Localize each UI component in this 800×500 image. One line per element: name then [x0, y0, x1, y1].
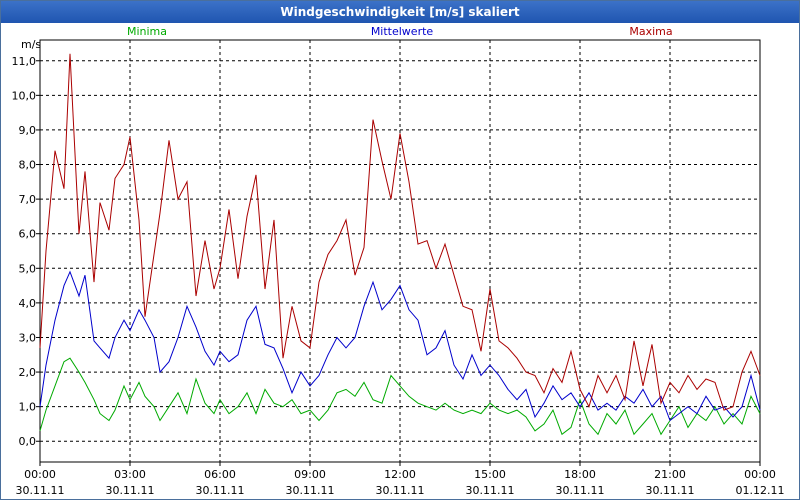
x-tick-date: 30.11.11 — [286, 484, 335, 497]
legend-minima: Minima — [127, 25, 167, 38]
x-tick-time: 00:00 — [24, 468, 56, 481]
x-tick-time: 18:00 — [564, 468, 596, 481]
y-axis: 0,0 1,0 2,0 3,0 4,0 5,0 6,0 7,0 8,0 9,0 10,0 11,0 — [12, 55, 40, 448]
x-tick-time: 09:00 — [294, 468, 326, 481]
x-tick-date: 30.11.11 — [556, 484, 605, 497]
x-tick-time: 00:00 — [744, 468, 776, 481]
y-axis-label: m/s — [21, 38, 41, 51]
x-tick-date: 30.11.11 — [106, 484, 155, 497]
y-tick-label: 10,0 — [12, 89, 37, 102]
legend-mittelwerte: Mittelwerte — [371, 25, 434, 38]
y-tick-label: 7,0 — [19, 193, 37, 206]
y-tick-label: 9,0 — [19, 124, 37, 137]
x-tick-date: 30.11.11 — [376, 484, 425, 497]
x-tick-date: 01.12.11 — [736, 484, 785, 497]
x-tick-date: 30.11.11 — [16, 484, 65, 497]
y-tick-label: 0,0 — [19, 435, 37, 448]
y-tick-label: 1,0 — [19, 401, 37, 414]
grid — [40, 40, 760, 462]
chart-title: Windgeschwindigkeit [m/s] skaliert — [1, 1, 799, 23]
y-tick-label: 11,0 — [12, 55, 37, 68]
y-tick-label: 6,0 — [19, 228, 37, 241]
x-tick-time: 15:00 — [474, 468, 506, 481]
series-line-maxima — [39, 53, 761, 411]
y-tick-label: 5,0 — [19, 262, 37, 275]
x-tick-time: 12:00 — [384, 468, 416, 481]
x-tick-date: 30.11.11 — [466, 484, 515, 497]
x-tick-date: 30.11.11 — [646, 484, 695, 497]
x-tick-date: 30.11.11 — [196, 484, 245, 497]
y-tick-label: 8,0 — [19, 159, 37, 172]
legend-maxima: Maxima — [629, 25, 672, 38]
series-line-minima — [39, 357, 761, 436]
y-tick-label: 4,0 — [19, 297, 37, 310]
legend: Minima Mittelwerte Maxima — [127, 25, 673, 38]
x-axis: 00:00 30.11.11 03:00 30.11.11 06:00 30.11.11 0… — [16, 462, 785, 497]
series-line-mittelwerte — [39, 270, 761, 422]
x-tick-time: 21:00 — [654, 468, 686, 481]
y-tick-label: 3,0 — [19, 331, 37, 344]
series-lines — [39, 53, 761, 436]
y-tick-label: 2,0 — [19, 366, 37, 379]
x-tick-time: 03:00 — [114, 468, 146, 481]
x-tick-time: 06:00 — [204, 468, 236, 481]
